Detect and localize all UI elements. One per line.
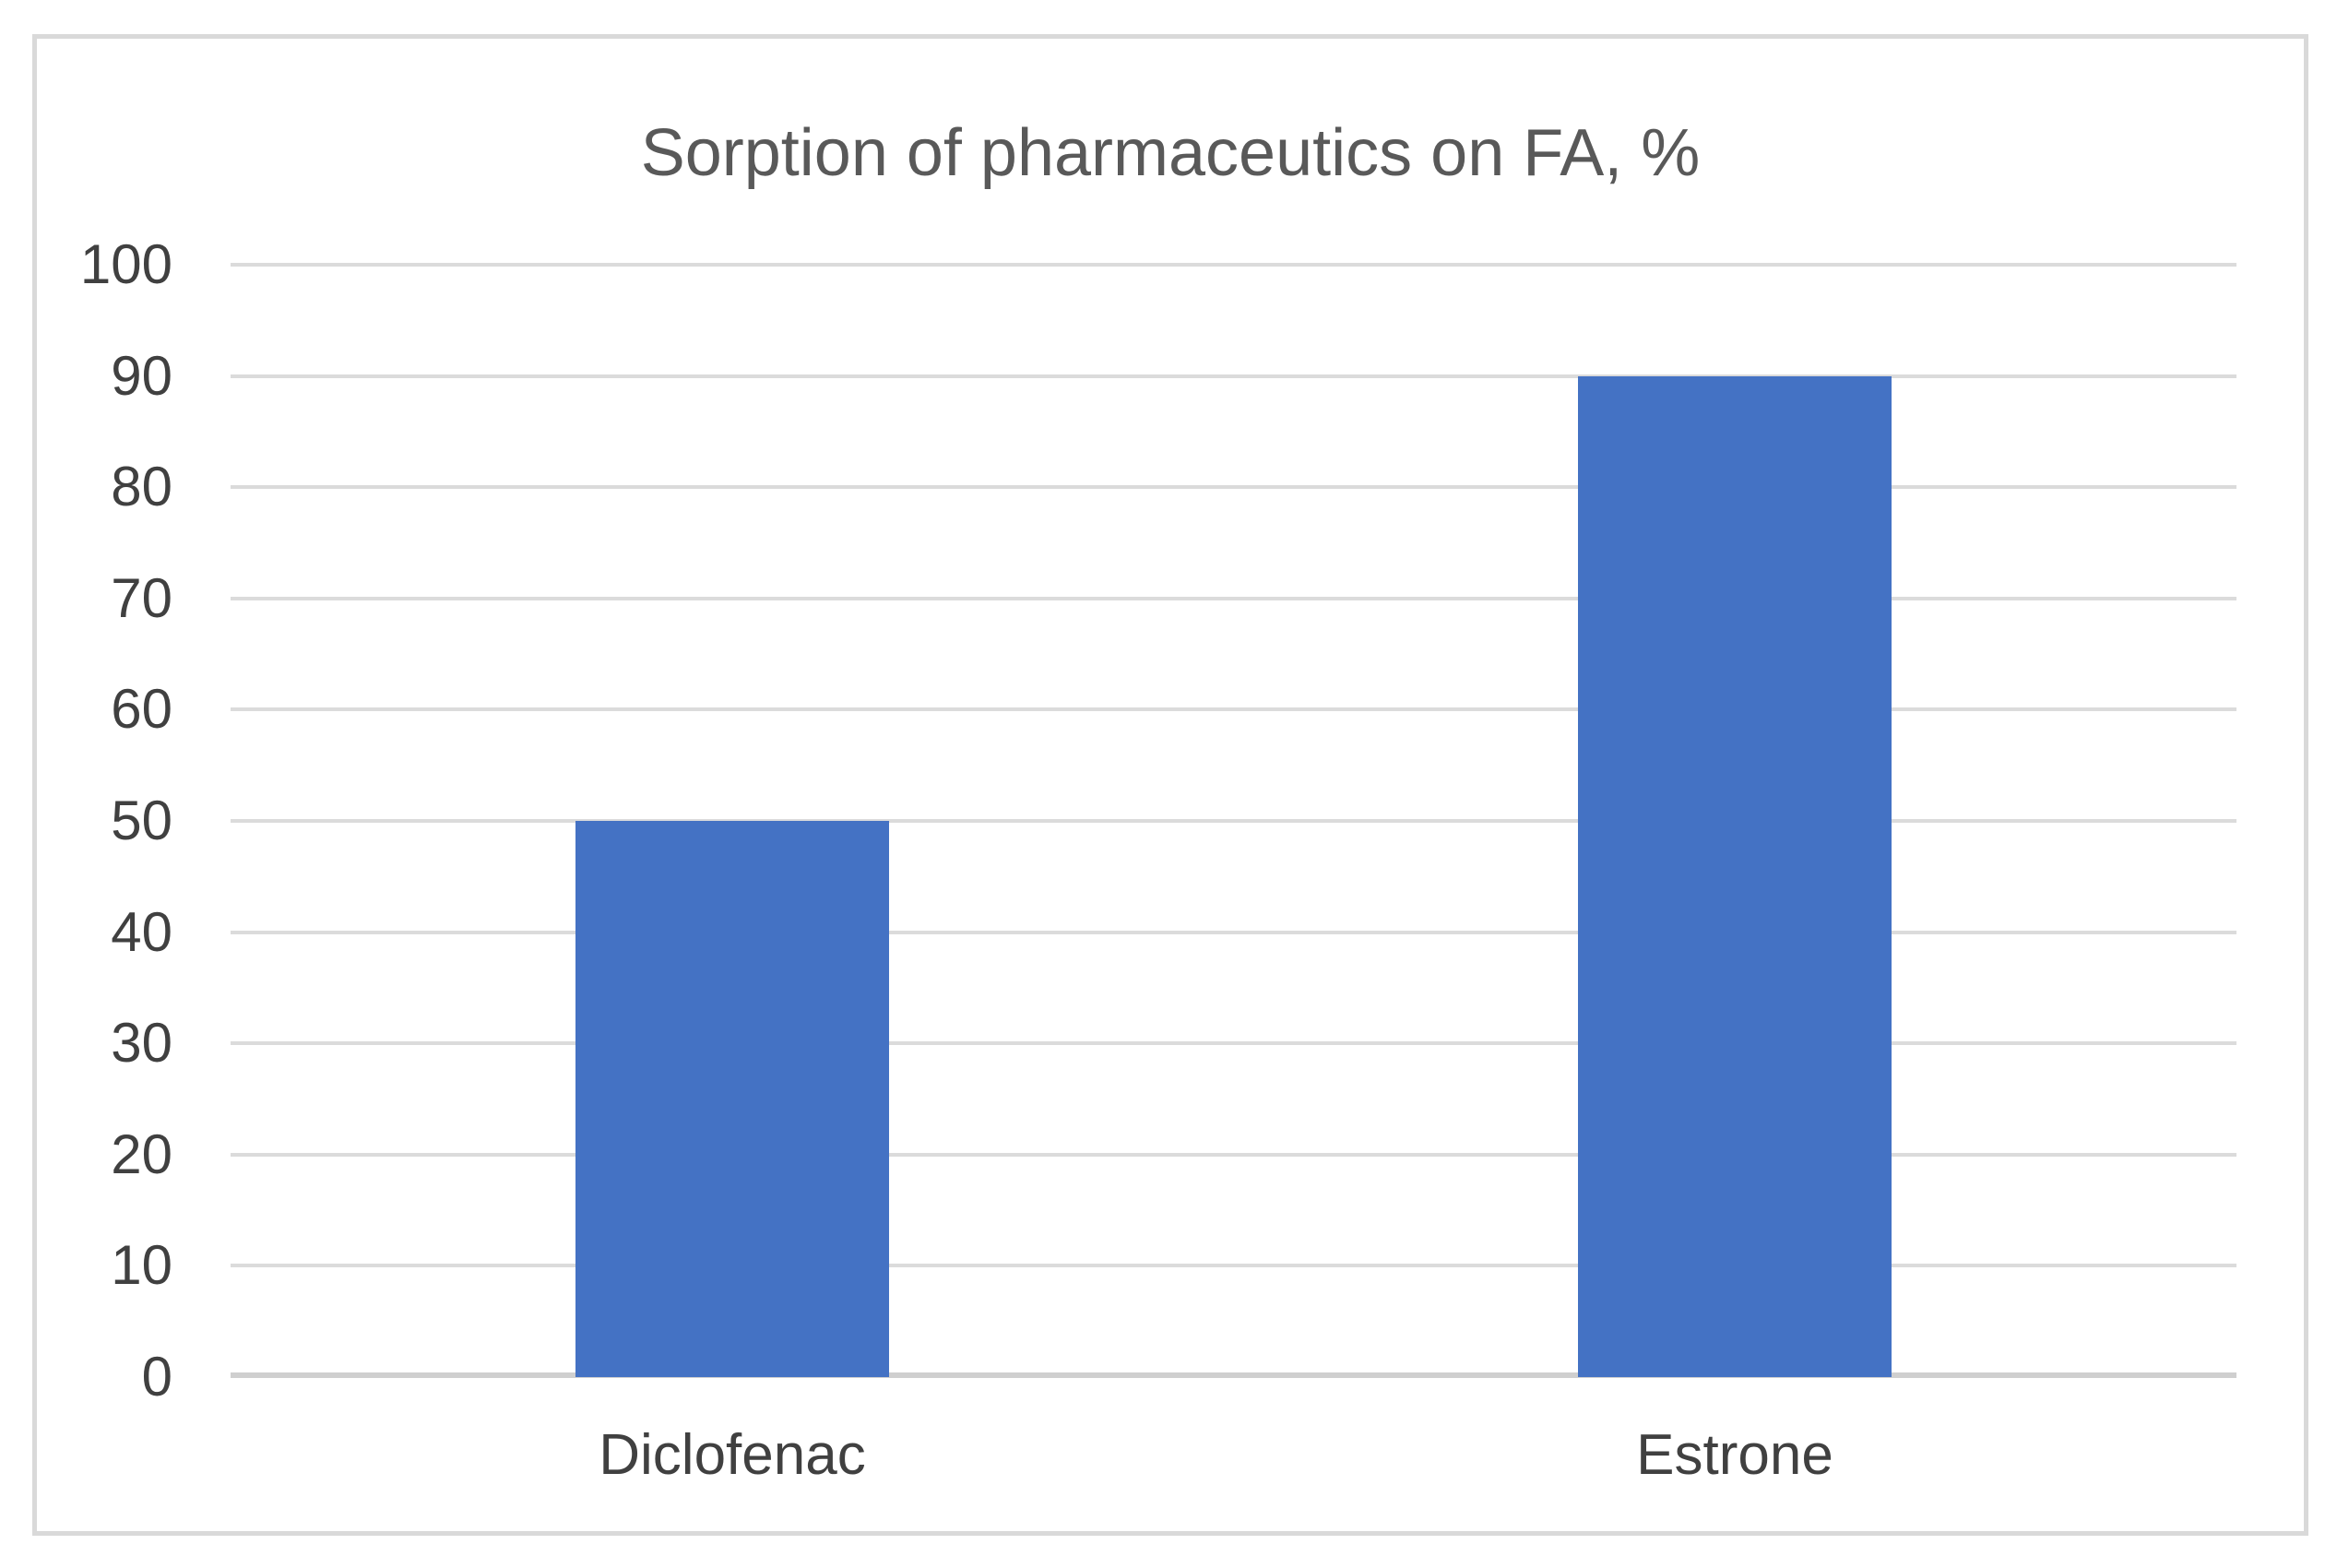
y-tick-label: 90 (111, 345, 172, 407)
y-tick-label: 60 (111, 678, 172, 740)
gridline (231, 707, 2236, 711)
gridline (231, 1153, 2236, 1157)
plot-area (231, 263, 2236, 1378)
bar-estrone (1578, 376, 1892, 1377)
y-tick-label: 50 (111, 790, 172, 851)
gridline (231, 931, 2236, 934)
bar-diclofenac (575, 821, 889, 1377)
y-tick-label: 100 (79, 233, 172, 295)
gridline (231, 374, 2236, 378)
gridline (231, 597, 2236, 600)
y-tick-label: 70 (111, 567, 172, 629)
gridline (231, 819, 2236, 823)
x-axis-line (231, 1372, 2236, 1378)
gridline (231, 1264, 2236, 1267)
y-tick-label: 40 (111, 901, 172, 963)
category-label-diclofenac: Diclofenac (599, 1423, 866, 1487)
y-tick-label: 30 (111, 1012, 172, 1074)
y-tick-label: 0 (141, 1346, 172, 1408)
chart-title: Sorption of pharmaceutics on FA, % (640, 116, 1701, 190)
gridline (231, 263, 2236, 267)
category-label-estrone: Estrone (1636, 1423, 1833, 1487)
chart-frame (32, 34, 2308, 1536)
y-tick-label: 10 (111, 1234, 172, 1296)
y-tick-label: 80 (111, 456, 172, 517)
y-tick-label: 20 (111, 1123, 172, 1185)
gridline (231, 1041, 2236, 1045)
gridline (231, 485, 2236, 489)
